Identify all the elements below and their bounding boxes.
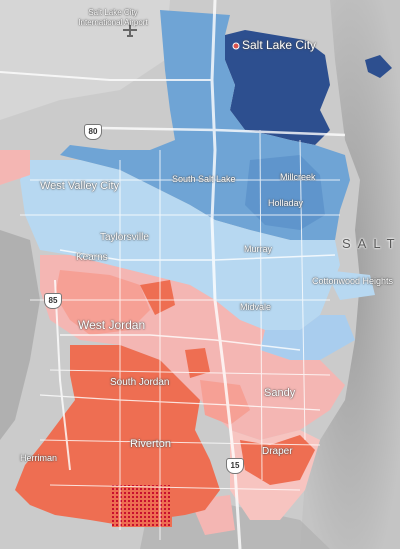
city-label-draper: Draper	[262, 446, 293, 457]
city-label-herriman: Herriman	[20, 453, 58, 463]
city-label-holladay: Holladay	[268, 198, 304, 208]
wasatch-mountains	[300, 0, 400, 549]
city-label-murray: Murray	[244, 244, 273, 254]
interstate-15-shield-icon: 15	[226, 458, 244, 474]
city-label-south-jordan: South Jordan	[110, 377, 170, 388]
city-label-south-salt-lake: South Salt Lake	[172, 174, 236, 184]
road-network	[0, 0, 346, 549]
airport-label: Salt Lake City International Airport	[78, 8, 148, 27]
region-label-salt: SALT	[342, 236, 400, 251]
city-label-taylorsville: Taylorsville	[100, 232, 149, 243]
city-label-sandy: Sandy	[264, 387, 296, 399]
city-label-riverton: Riverton	[130, 438, 171, 450]
dense-red-cluster	[112, 485, 172, 527]
city-label-millcreek: Millcreek	[280, 172, 316, 182]
city-label-kearns: Kearns	[76, 252, 108, 263]
interstate-80-shield-icon: 80	[84, 124, 102, 140]
airport-icon	[123, 24, 137, 37]
oquirrh-mountains	[0, 230, 40, 440]
city-label-west-valley-city: West Valley City	[40, 180, 120, 192]
pink-region	[55, 270, 250, 425]
interstate-85-shield-icon: 85	[44, 293, 62, 309]
city-label-midvale: Midvale	[240, 302, 272, 312]
city-label-salt-lake-city: Salt Lake City	[242, 38, 317, 52]
capitol-marker	[232, 42, 240, 50]
light-blue-region	[20, 160, 375, 360]
city-label-west-jordan: West Jordan	[78, 318, 146, 332]
red-region	[15, 280, 315, 525]
city-label-cottonwood-heights: Cottonwood Heights	[312, 276, 394, 286]
